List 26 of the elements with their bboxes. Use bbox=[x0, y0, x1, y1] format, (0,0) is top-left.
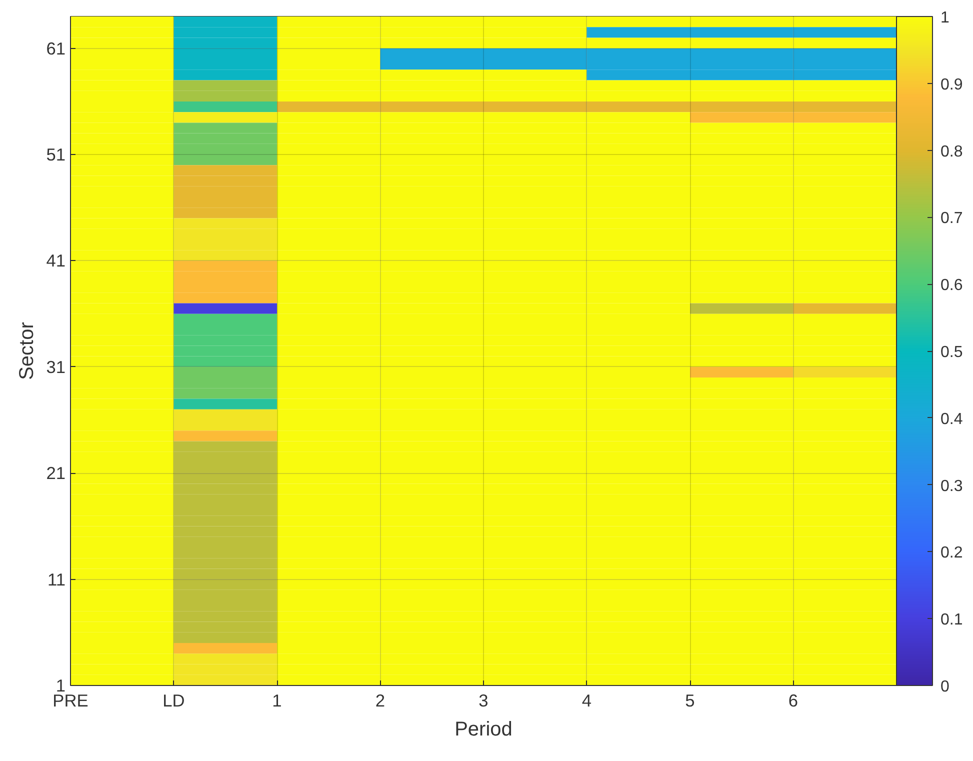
x-tick-label: 3 bbox=[478, 690, 488, 710]
x-tick-label: 6 bbox=[788, 690, 798, 710]
y-tick-label: 31 bbox=[46, 356, 66, 377]
y-tick-label: 51 bbox=[46, 144, 66, 165]
color-bar-label: 0.5 bbox=[940, 344, 963, 361]
y-tick-label: 61 bbox=[46, 38, 66, 58]
color-bar-label: 0.4 bbox=[940, 410, 963, 428]
x-tick-label: 5 bbox=[685, 690, 695, 710]
x-tick-label: 4 bbox=[582, 690, 592, 710]
color-bar-label: 0.7 bbox=[940, 210, 963, 228]
color-bar-label: 0.9 bbox=[940, 76, 963, 94]
color-bar-label: 0.2 bbox=[940, 544, 963, 562]
color-bar-label: 0.1 bbox=[940, 612, 963, 629]
color-bar-label: 0.8 bbox=[940, 143, 963, 160]
color-bar-label: 0.6 bbox=[940, 277, 963, 294]
color-bar-label: 0 bbox=[940, 678, 950, 696]
color-bar-label: 0.3 bbox=[940, 478, 963, 495]
x-axis-title: Period bbox=[454, 718, 512, 740]
y-tick-label: 21 bbox=[46, 463, 66, 484]
color-bar-label: 1 bbox=[940, 10, 950, 26]
x-tick-label: LD bbox=[162, 690, 185, 710]
x-tick-label: 1 bbox=[272, 690, 282, 710]
y-tick-label: 41 bbox=[46, 250, 66, 271]
y-axis-title: Sector bbox=[16, 322, 38, 380]
x-tick-label: 2 bbox=[375, 690, 386, 710]
y-tick-label: 11 bbox=[48, 569, 66, 590]
